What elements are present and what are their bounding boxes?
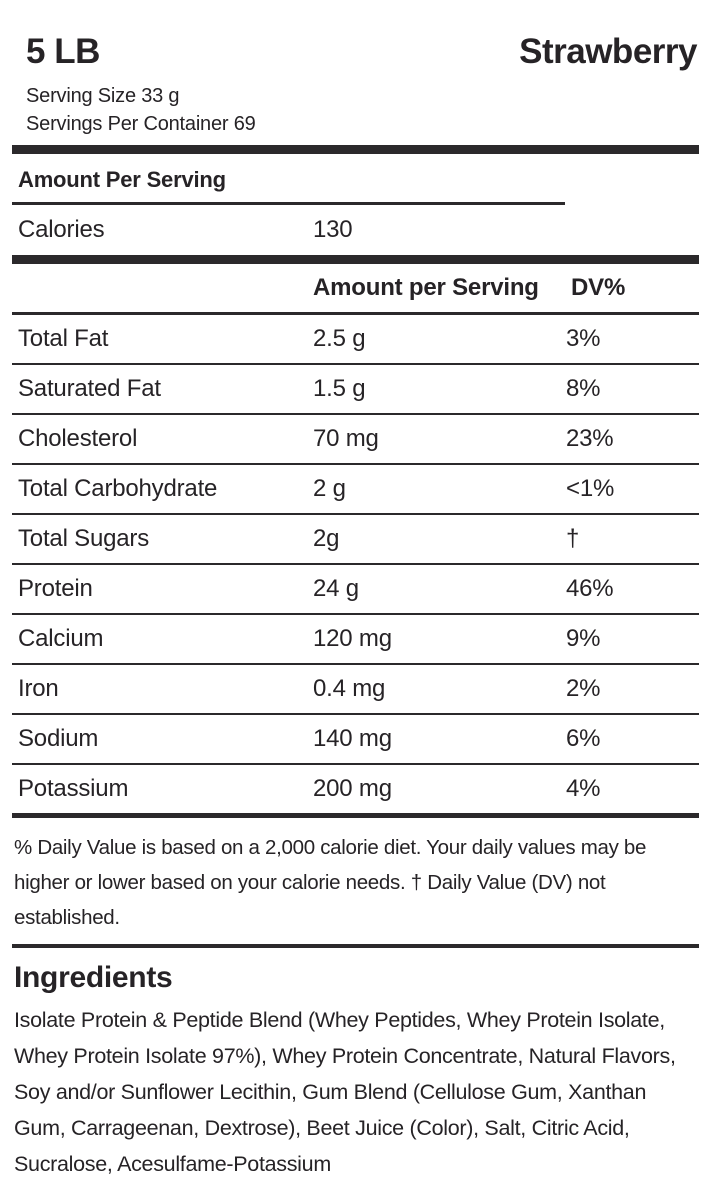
label-header: 5 LB Strawberry: [12, 0, 699, 69]
calories-label: Calories: [18, 216, 105, 243]
product-size: 5 LB: [26, 32, 100, 71]
header-spacer-cell: [18, 275, 313, 301]
table-row: Total Fat 2.5 g 3%: [12, 315, 699, 365]
nutrient-name: Total Sugars: [18, 525, 150, 552]
nutrient-name: Protein: [18, 575, 93, 602]
servings-per-container: Servings Per Container 69: [26, 113, 256, 135]
nutrient-dv: 2%: [566, 675, 601, 702]
table-row: Saturated Fat 1.5 g 8%: [12, 365, 699, 415]
column-header-amount: Amount per Serving: [313, 274, 539, 301]
nutrient-dv: 6%: [566, 725, 601, 752]
ingredients-text: Isolate Protein & Peptide Blend (Whey Pe…: [14, 1008, 676, 1176]
table-row: Protein 24 g 46%: [12, 565, 699, 615]
nutrient-amount: 0.4 mg: [313, 675, 386, 702]
divider-rule-ingredients: [12, 944, 699, 948]
table-row: Iron 0.4 mg 2%: [12, 665, 699, 715]
nutrient-dv: 9%: [566, 625, 601, 652]
table-row: Total Sugars 2g †: [12, 515, 699, 565]
nutrient-amount: 2 g: [313, 475, 346, 502]
table-row: Sodium 140 mg 6%: [12, 715, 699, 765]
table-row: Potassium 200 mg 4%: [12, 765, 699, 818]
nutrient-amount: 24 g: [313, 575, 359, 602]
nutrient-name: Total Carbohydrate: [18, 475, 218, 502]
table-row: Calcium 120 mg 9%: [12, 615, 699, 665]
column-header-dv: DV%: [571, 274, 626, 301]
calories-row: Calories 130: [12, 205, 699, 255]
nutrient-amount: 1.5 g: [313, 375, 366, 402]
nutrient-dv: 46%: [566, 575, 614, 602]
nutrient-amount: 120 mg: [313, 625, 392, 652]
table-row: Cholesterol 70 mg 23%: [12, 415, 699, 465]
nutrient-name: Saturated Fat: [18, 375, 161, 402]
nutrient-name: Sodium: [18, 725, 99, 752]
nutrient-table-header: Amount per Serving DV%: [12, 264, 699, 315]
nutrient-name: Total Fat: [18, 325, 109, 352]
product-flavor: Strawberry: [519, 32, 697, 71]
divider-bar-calories: [12, 255, 699, 264]
nutrient-name: Cholesterol: [18, 425, 138, 452]
nutrient-amount: 200 mg: [313, 775, 392, 802]
nutrient-amount: 2.5 g: [313, 325, 366, 352]
nutrient-amount: 70 mg: [313, 425, 379, 452]
nutrient-dv: 4%: [566, 775, 601, 802]
nutrient-table: Amount per Serving DV% Total Fat 2.5 g 3…: [12, 264, 699, 818]
daily-value-footnote: % Daily Value is based on a 2,000 calori…: [14, 836, 647, 929]
nutrient-name: Potassium: [18, 775, 129, 802]
nutrient-dv: 23%: [566, 425, 614, 452]
amount-per-serving-title: Amount Per Serving: [18, 167, 226, 192]
table-row: Total Carbohydrate 2 g <1%: [12, 465, 699, 515]
nutrient-dv: <1%: [566, 475, 615, 502]
nutrient-name: Calcium: [18, 625, 104, 652]
nutrient-name: Iron: [18, 675, 59, 702]
nutrient-amount: 140 mg: [313, 725, 392, 752]
nutrient-amount: 2g: [313, 525, 340, 552]
nutrient-dv: †: [566, 525, 580, 552]
ingredients-title: Ingredients: [14, 961, 173, 994]
divider-bar-top: [12, 145, 699, 154]
calories-value: 130: [313, 216, 353, 243]
nutrient-dv: 8%: [566, 375, 601, 402]
amount-per-serving-rule: [12, 202, 565, 205]
serving-size: Serving Size 33 g: [26, 85, 180, 107]
nutrient-dv: 3%: [566, 325, 601, 352]
